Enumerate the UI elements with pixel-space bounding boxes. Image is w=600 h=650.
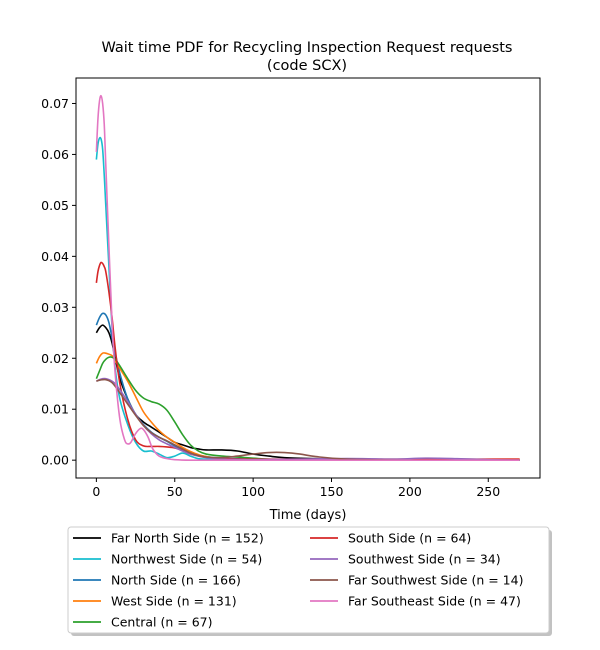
plot-frame [75, 77, 541, 479]
y-axis: 0.00 0.01 0.02 0.03 0.04 0.05 0.06 0.07 [41, 96, 76, 468]
legend-label: Far North Side (n = 152) [111, 531, 264, 546]
legend-label: North Side (n = 166) [111, 573, 241, 588]
legend-label: Far Southeast Side (n = 47) [348, 594, 521, 609]
x-tick-label: 150 [320, 484, 344, 499]
legend-box [67, 526, 550, 634]
x-tick-label: 200 [398, 484, 422, 499]
series-line-7 [96, 378, 520, 462]
series-line-8 [95, 94, 520, 462]
y-tick-label: 0.03 [41, 300, 69, 315]
series-line-3 [95, 352, 520, 461]
series-line-6 [96, 377, 520, 461]
series-line-1 [95, 136, 520, 462]
y-tick-label: 0.02 [41, 351, 69, 366]
legend: Far North Side (n = 152) Northwest Side (… [67, 526, 552, 636]
legend-label: West Side (n = 131) [111, 594, 237, 609]
x-tick-label: 0 [92, 484, 100, 499]
y-tick-label: 0.07 [41, 96, 69, 111]
plot-lines [95, 94, 520, 462]
series-line-4 [95, 356, 520, 462]
x-tick-label: 100 [241, 484, 265, 499]
y-tick-label: 0.06 [41, 147, 69, 162]
legend-label: Far Southwest Side (n = 14) [348, 573, 523, 588]
series-line-5 [95, 261, 520, 460]
x-tick-label: 50 [167, 484, 183, 499]
x-axis-label: Time (days) [269, 508, 347, 523]
legend-label: Central (n = 67) [111, 615, 213, 630]
chart-title-line1: Wait time PDF for Recycling Inspection R… [101, 40, 512, 56]
y-tick-label: 0.01 [41, 402, 69, 417]
x-tick-label: 250 [476, 484, 500, 499]
legend-label: Northwest Side (n = 54) [111, 552, 262, 567]
y-tick-label: 0.04 [41, 249, 69, 264]
legend-label: South Side (n = 64) [348, 531, 471, 546]
chart-title-line2: (code SCX) [267, 58, 347, 74]
y-tick-label: 0.05 [41, 198, 69, 213]
x-axis: 0 50 100 150 200 250 [92, 478, 500, 499]
y-tick-label: 0.00 [41, 453, 69, 468]
legend-label: Southwest Side (n = 34) [348, 552, 501, 567]
